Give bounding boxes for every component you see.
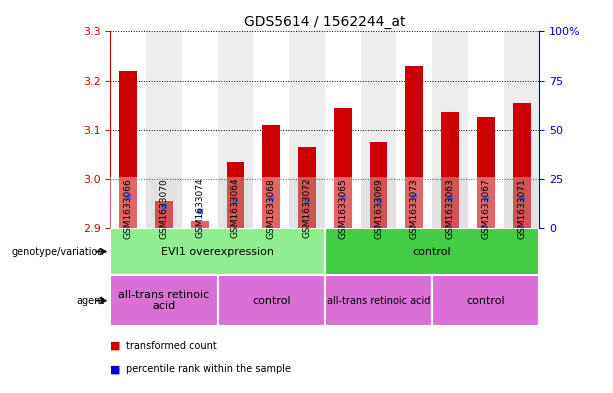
Text: GSM1633065: GSM1633065: [338, 178, 348, 239]
Bar: [432, 275, 539, 326]
Bar: [468, 31, 504, 228]
Bar: [110, 31, 146, 228]
Bar: [468, 177, 504, 228]
Text: ■: ■: [110, 341, 121, 351]
Text: GSM1633066: GSM1633066: [124, 178, 133, 239]
Bar: [325, 177, 360, 228]
Bar: [253, 177, 289, 228]
Point: [481, 195, 490, 202]
Point: [123, 193, 133, 199]
Text: agent: agent: [76, 296, 104, 306]
Bar: [155, 201, 173, 228]
Bar: [477, 118, 495, 228]
Bar: [110, 177, 146, 228]
Text: all-trans retinoic
acid: all-trans retinoic acid: [118, 290, 210, 311]
Bar: [397, 31, 432, 228]
Bar: [325, 31, 360, 228]
Text: GSM1633064: GSM1633064: [231, 178, 240, 239]
Text: transformed count: transformed count: [126, 341, 216, 351]
Point: [445, 195, 455, 202]
Bar: [325, 275, 432, 326]
Bar: [218, 177, 253, 228]
Bar: [146, 177, 182, 228]
Bar: [146, 31, 182, 228]
Bar: [218, 275, 325, 326]
Text: EVI1 overexpression: EVI1 overexpression: [161, 246, 274, 257]
Point: [266, 195, 276, 202]
Bar: [262, 125, 280, 228]
Text: control: control: [466, 296, 505, 306]
Bar: [110, 228, 325, 275]
Text: GSM1633072: GSM1633072: [302, 178, 311, 239]
Point: [338, 194, 348, 200]
Point: [159, 203, 169, 209]
Bar: [360, 31, 397, 228]
Text: GSM1633073: GSM1633073: [409, 178, 419, 239]
Bar: [218, 31, 253, 228]
Text: percentile rank within the sample: percentile rank within the sample: [126, 364, 291, 375]
Bar: [110, 275, 218, 326]
Text: GSM1633063: GSM1633063: [446, 178, 455, 239]
Point: [373, 198, 384, 204]
Text: GSM1633068: GSM1633068: [267, 178, 276, 239]
Bar: [370, 142, 387, 228]
Text: GSM1633071: GSM1633071: [517, 178, 526, 239]
Bar: [432, 31, 468, 228]
Bar: [504, 177, 539, 228]
Text: GSM1633070: GSM1633070: [159, 178, 169, 239]
Point: [302, 198, 312, 204]
Text: control: control: [413, 246, 452, 257]
Bar: [512, 103, 530, 228]
Bar: [289, 31, 325, 228]
Bar: [432, 177, 468, 228]
Bar: [334, 108, 352, 228]
Bar: [298, 147, 316, 228]
Bar: [191, 220, 208, 228]
Text: GSM1633067: GSM1633067: [481, 178, 490, 239]
Bar: [120, 71, 137, 228]
Point: [195, 208, 205, 214]
Bar: [182, 177, 218, 228]
Bar: [397, 177, 432, 228]
Text: GSM1633069: GSM1633069: [374, 178, 383, 239]
Bar: [182, 31, 218, 228]
Point: [517, 195, 527, 202]
Bar: [325, 228, 539, 275]
Bar: [360, 177, 397, 228]
Title: GDS5614 / 1562244_at: GDS5614 / 1562244_at: [244, 15, 406, 29]
Bar: [504, 31, 539, 228]
Point: [230, 198, 240, 204]
Point: [409, 193, 419, 199]
Text: control: control: [252, 296, 291, 306]
Bar: [289, 177, 325, 228]
Bar: [227, 162, 245, 228]
Bar: [405, 66, 423, 228]
Text: genotype/variation: genotype/variation: [12, 246, 104, 257]
Bar: [253, 31, 289, 228]
Text: GSM1633074: GSM1633074: [195, 178, 204, 239]
Text: ■: ■: [110, 364, 121, 375]
Bar: [441, 112, 459, 228]
Text: all-trans retinoic acid: all-trans retinoic acid: [327, 296, 430, 306]
